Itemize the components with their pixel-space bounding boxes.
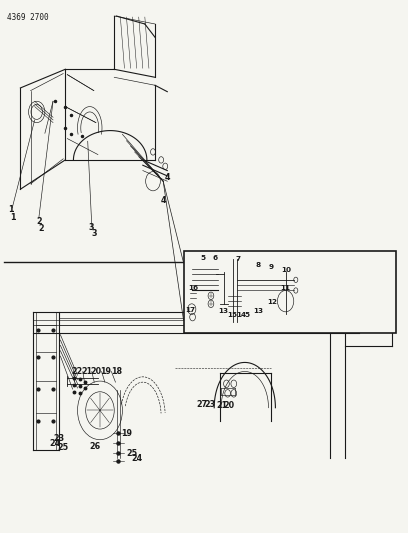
Text: 24: 24: [132, 454, 143, 463]
Text: 14: 14: [236, 312, 246, 318]
Text: 16: 16: [188, 286, 199, 292]
Bar: [184, 251, 396, 333]
Text: 4: 4: [164, 173, 170, 182]
Text: 21: 21: [82, 367, 93, 376]
Text: 25: 25: [126, 449, 137, 458]
Text: 9: 9: [268, 264, 274, 270]
Text: 2: 2: [38, 224, 44, 233]
Text: 23: 23: [204, 400, 215, 409]
Text: 22: 22: [71, 367, 83, 376]
Text: 7: 7: [236, 256, 241, 262]
Text: 5: 5: [200, 255, 205, 261]
Text: 1: 1: [10, 213, 16, 222]
Text: 6: 6: [213, 255, 218, 261]
Text: 4369 2700: 4369 2700: [7, 13, 49, 22]
Text: 15: 15: [227, 312, 237, 318]
Text: 3: 3: [89, 223, 94, 232]
Text: 23: 23: [53, 434, 64, 443]
Text: 12: 12: [267, 299, 277, 305]
Text: 13: 13: [253, 308, 263, 314]
Text: 19: 19: [100, 367, 111, 376]
Text: 5: 5: [244, 312, 249, 318]
Text: 10: 10: [282, 268, 292, 273]
Text: 19: 19: [122, 429, 133, 438]
Text: 24: 24: [49, 439, 60, 448]
Text: 2: 2: [36, 217, 42, 226]
Text: 25: 25: [57, 443, 68, 453]
Text: 11: 11: [281, 285, 291, 291]
Text: 27: 27: [197, 400, 208, 409]
Text: 8: 8: [255, 262, 261, 268]
Text: 17: 17: [186, 307, 196, 313]
Text: 21: 21: [216, 401, 227, 410]
Text: 20: 20: [224, 401, 235, 410]
Text: 20: 20: [91, 367, 102, 376]
Text: 13: 13: [219, 308, 229, 314]
Text: 3: 3: [92, 229, 97, 238]
Text: 26: 26: [89, 442, 100, 451]
Text: 18: 18: [111, 367, 122, 376]
Text: 1: 1: [8, 205, 13, 214]
Text: 4: 4: [161, 196, 166, 205]
